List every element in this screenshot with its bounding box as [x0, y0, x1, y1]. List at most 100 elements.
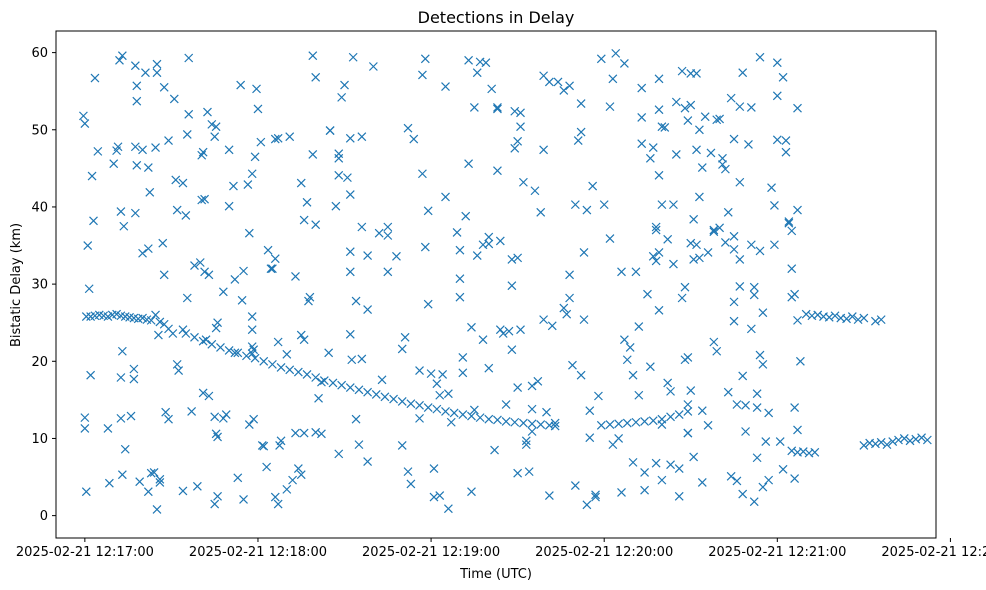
data-point: [161, 407, 171, 417]
data-point: [732, 476, 742, 486]
data-point: [435, 390, 445, 400]
data-point: [266, 264, 276, 274]
data-point: [363, 387, 373, 397]
data-point: [334, 153, 344, 163]
data-point: [697, 478, 707, 487]
data-point: [749, 290, 759, 300]
data-point: [293, 367, 303, 377]
data-point: [752, 389, 762, 399]
data-point: [299, 428, 309, 438]
data-point: [296, 470, 306, 480]
data-point: [576, 99, 586, 108]
data-point: [922, 435, 932, 445]
data-point: [631, 417, 641, 427]
data-point: [859, 440, 869, 450]
data-point: [249, 345, 259, 355]
data-point: [158, 238, 168, 248]
data-point: [608, 74, 618, 84]
data-point: [585, 433, 595, 443]
data-point: [527, 427, 537, 436]
data-point: [182, 293, 192, 303]
chart-title: Detections in Delay: [418, 8, 575, 27]
data-point: [671, 97, 681, 107]
data-point: [418, 169, 427, 179]
data-point: [242, 351, 251, 361]
data-point: [729, 231, 739, 241]
data-point: [178, 325, 188, 335]
x-axis-label: Time (UTC): [459, 567, 532, 582]
data-point: [475, 413, 485, 423]
data-point: [340, 80, 349, 90]
data-point: [744, 140, 753, 149]
data-point: [357, 354, 367, 364]
data-point: [81, 312, 91, 321]
data-point: [120, 444, 130, 454]
data-point: [793, 103, 802, 113]
data-point: [712, 115, 722, 125]
data-point: [253, 104, 263, 114]
data-point: [692, 145, 701, 155]
data-point: [715, 223, 725, 233]
data-point: [781, 136, 791, 146]
data-point: [285, 132, 295, 142]
data-point: [296, 178, 306, 188]
data-point: [252, 84, 261, 94]
x-tick-label: 2025-02-21 12:18:00: [189, 545, 327, 560]
data-point: [498, 329, 508, 338]
data-point: [487, 84, 497, 94]
data-point: [311, 427, 321, 437]
data-point: [305, 292, 315, 302]
data-point: [432, 379, 442, 389]
data-point: [299, 335, 309, 345]
data-point: [709, 225, 719, 235]
data-point: [596, 420, 606, 430]
data-point: [78, 111, 88, 121]
data-point: [197, 195, 207, 205]
data-point: [579, 315, 589, 325]
data-point: [591, 490, 600, 500]
x-tick-label: 2025-02-21 12:22:00: [881, 545, 986, 560]
data-point: [588, 181, 598, 191]
data-point: [282, 349, 292, 359]
data-point: [443, 389, 453, 399]
data-point: [345, 329, 355, 339]
data-point: [677, 66, 687, 76]
data-point: [345, 190, 355, 200]
data-point: [159, 270, 169, 280]
data-point: [758, 308, 768, 318]
data-point: [190, 261, 199, 271]
data-point: [680, 282, 690, 292]
data-point: [501, 400, 511, 409]
data-point: [758, 359, 768, 369]
data-point: [187, 407, 197, 416]
data-point: [181, 329, 191, 338]
data-point: [130, 142, 140, 152]
data-point: [645, 153, 655, 163]
data-point: [270, 254, 280, 264]
data-point: [218, 413, 228, 423]
data-point: [236, 80, 246, 90]
data-point: [115, 55, 124, 65]
data-point: [784, 218, 794, 228]
data-point: [617, 488, 626, 497]
data-point: [354, 385, 364, 395]
data-point: [403, 123, 413, 133]
data-point: [247, 325, 257, 335]
data-point: [224, 201, 234, 211]
data-point: [458, 353, 468, 362]
data-point: [501, 417, 511, 426]
data-point: [870, 316, 880, 326]
data-point: [126, 411, 136, 421]
data-point: [259, 441, 269, 451]
data-point: [692, 240, 701, 250]
data-point: [657, 475, 667, 485]
data-point: [579, 248, 589, 257]
data-point: [229, 181, 238, 191]
data-point: [291, 271, 300, 281]
data-point: [481, 58, 491, 68]
data-point: [181, 211, 191, 220]
data-point: [513, 253, 523, 263]
data-point: [640, 485, 650, 495]
data-point: [634, 390, 644, 400]
data-point: [192, 481, 202, 491]
